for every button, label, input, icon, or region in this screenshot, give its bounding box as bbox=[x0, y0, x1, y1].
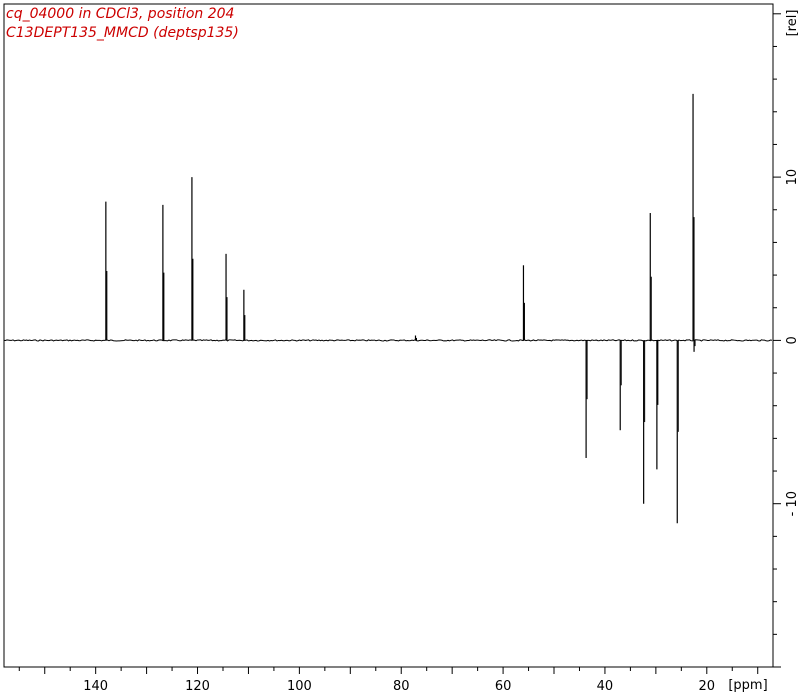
x-axis-unit-label: [ppm] bbox=[728, 678, 767, 693]
y-axis-tick-label: - 10 bbox=[785, 491, 800, 516]
spectrum-title-line2: C13DEPT135_MMCD (deptsp135) bbox=[6, 25, 239, 41]
x-axis-tick-label: 80 bbox=[393, 679, 410, 694]
y-axis-unit-label: [rel] bbox=[785, 10, 800, 37]
x-axis-tick-label: 140 bbox=[83, 679, 108, 694]
y-axis-tick-label: 10 bbox=[785, 169, 800, 186]
x-axis-tick-label: 100 bbox=[287, 679, 312, 694]
x-axis-tick-label: 20 bbox=[699, 679, 716, 694]
plot-frame bbox=[3, 3, 774, 668]
x-axis-tick-label: 60 bbox=[495, 679, 512, 694]
x-axis-tick-label: 40 bbox=[597, 679, 614, 694]
y-axis-tick-label: 0 bbox=[785, 336, 800, 344]
spectrum-title-line1: cq_04000 in CDCl3, position 204 bbox=[6, 6, 235, 22]
x-axis-tick-label: 120 bbox=[185, 679, 210, 694]
